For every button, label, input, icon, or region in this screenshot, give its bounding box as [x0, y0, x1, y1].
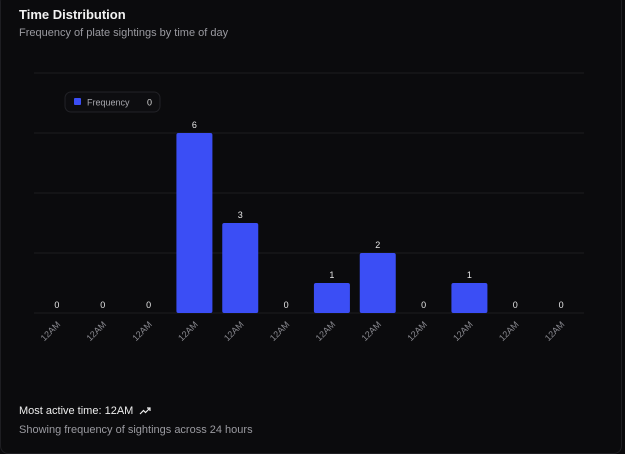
bar — [359, 253, 396, 313]
footer-note: Showing frequency of sightings across 24… — [19, 424, 253, 436]
x-tick-label: 12AM — [39, 319, 63, 343]
x-tick-label: 12AM — [176, 319, 200, 343]
data-label: 1 — [467, 270, 472, 280]
legend-swatch — [74, 98, 81, 105]
x-tick-label: 12AM — [451, 319, 475, 343]
data-label: 0 — [146, 300, 151, 310]
most-active-time: Most active time: 12AM — [19, 405, 151, 417]
x-tick-label: 12AM — [130, 319, 154, 343]
most-active-label: Most active time: 12AM — [19, 405, 134, 417]
data-label: 0 — [284, 300, 289, 310]
x-tick-label: 12AM — [497, 319, 521, 343]
legend-label: Frequency — [87, 98, 130, 108]
trending-up-icon — [139, 407, 151, 415]
legend: Frequency 0 — [64, 91, 161, 113]
data-label: 0 — [513, 300, 518, 310]
data-label: 6 — [192, 120, 197, 130]
data-label: 1 — [329, 270, 334, 280]
x-tick-label: 12AM — [359, 319, 383, 343]
card-title: Time Distribution — [19, 7, 126, 22]
x-tick-label: 12AM — [405, 319, 429, 343]
data-label: 0 — [100, 300, 105, 310]
data-label: 0 — [559, 300, 564, 310]
bar — [222, 223, 259, 313]
bar — [313, 283, 350, 313]
data-label: 2 — [375, 240, 380, 250]
data-label: 3 — [238, 210, 243, 220]
x-tick-label: 12AM — [314, 319, 338, 343]
x-tick-label: 12AM — [268, 319, 292, 343]
x-tick-label: 12AM — [222, 319, 246, 343]
x-tick-label: 12AM — [84, 319, 108, 343]
x-tick-label: 12AM — [543, 319, 567, 343]
card-subtitle: Frequency of plate sightings by time of … — [19, 27, 229, 39]
data-label: 0 — [54, 300, 59, 310]
data-label: 0 — [421, 300, 426, 310]
bar — [451, 283, 488, 313]
bar — [176, 133, 213, 313]
legend-value: 0 — [147, 98, 152, 108]
